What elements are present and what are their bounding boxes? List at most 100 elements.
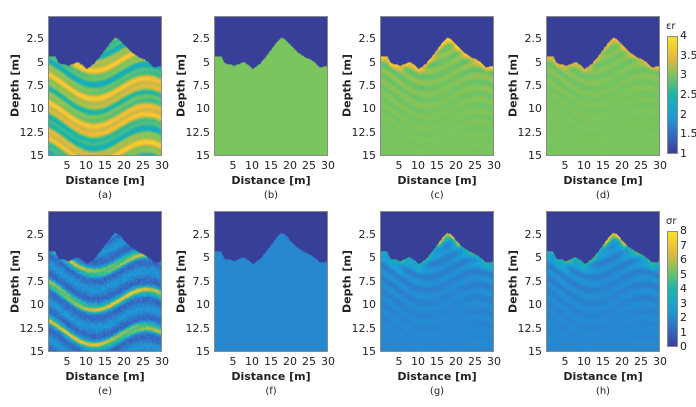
panel-d: 2.5 5 7.5 10 12.5 15 5 10 15 20 25 30 Depth [m] Dista… <box>507 16 667 201</box>
y-tick-label: 5 <box>369 55 376 69</box>
y-axis-label: Depth [m] <box>8 54 22 117</box>
heatmap-image <box>49 212 161 351</box>
panel-a: 2.5 5 7.5 10 12.5 15 5 10 15 20 25 30 Depth [m] Dista… <box>9 16 169 201</box>
y-axis-label: Depth [m] <box>174 54 188 117</box>
x-tick-label: 25 <box>136 159 150 172</box>
colorbar-tick-label: 2.5 <box>680 88 696 101</box>
colorbar-tick-label: 1.5 <box>680 127 696 141</box>
x-tick-label: 5 <box>63 159 71 172</box>
y-tick-label: 10 <box>362 102 376 116</box>
x-axis-label: Distance [m] <box>65 174 145 187</box>
colorbar-tick-label: 3 <box>680 68 687 82</box>
y-tick-label: 15 <box>196 345 210 358</box>
x-tick-label: 10 <box>577 159 591 172</box>
heatmap-plot <box>546 16 660 156</box>
x-axis-label: Distance [m] <box>231 370 311 383</box>
colorbar-tick-label: 0 <box>680 340 687 353</box>
colorbar <box>667 231 678 347</box>
x-tick-label: 15 <box>264 355 278 368</box>
x-tick-label: 10 <box>411 159 425 172</box>
y-tick-label: 5 <box>535 251 542 264</box>
y-tick-label: 15 <box>196 149 210 162</box>
x-tick-label: 30 <box>653 355 667 368</box>
y-tick-label: 5 <box>369 251 376 264</box>
y-tick-label: 7.5 <box>524 79 543 92</box>
colorbar-tick-label: 2 <box>680 107 687 121</box>
y-tick-label: 2.5 <box>524 32 543 46</box>
heatmap-plot <box>546 211 660 352</box>
y-axis-label: Depth [m] <box>506 249 520 313</box>
x-tick-label: 5 <box>63 355 71 368</box>
y-axis-label: Depth [m] <box>506 54 520 117</box>
heatmap-plot <box>380 16 494 156</box>
y-tick-label: 10 <box>196 298 210 311</box>
panel-label: (c) <box>430 190 444 201</box>
y-tick-label: 15 <box>362 149 376 162</box>
panel-label: (e) <box>98 386 112 397</box>
y-tick-label: 15 <box>528 149 542 162</box>
panel-e: 2.5 5 7.5 10 12.5 15 5 10 15 20 25 30 Depth [m] Dista… <box>9 211 169 397</box>
heatmap-image <box>49 17 161 155</box>
heatmap-image <box>381 212 493 351</box>
x-tick-label: 30 <box>155 159 169 172</box>
x-tick-label: 20 <box>449 355 463 368</box>
colorbar-tick-label: 8 <box>680 224 687 237</box>
y-tick-label: 10 <box>30 102 44 116</box>
colorbar-tick-label: 2 <box>680 311 687 324</box>
x-tick-label: 15 <box>98 355 112 368</box>
x-tick-label: 30 <box>653 159 667 172</box>
y-tick-label: 15 <box>362 345 376 358</box>
x-tick-label: 25 <box>468 355 482 368</box>
y-tick-label: 10 <box>30 298 44 311</box>
heatmap-image <box>547 212 659 351</box>
x-tick-label: 5 <box>229 355 237 368</box>
x-tick-label: 25 <box>634 355 648 368</box>
colorbar-tick-label: 7 <box>680 238 687 252</box>
heatmap-plot <box>214 16 328 156</box>
panel-label: (b) <box>263 190 279 201</box>
y-tick-label: 12.5 <box>19 321 45 335</box>
y-tick-label: 5 <box>37 251 44 264</box>
y-tick-label: 12.5 <box>185 321 211 335</box>
colorbar-tick-label: 1 <box>680 147 687 160</box>
y-tick-label: 15 <box>30 149 44 162</box>
colorbar-tick-label: 3 <box>680 296 687 310</box>
panel-label: (f) <box>265 386 277 397</box>
y-tick-label: 7.5 <box>524 274 543 288</box>
y-tick-label: 12.5 <box>19 125 45 139</box>
x-axis-label: Distance [m] <box>397 174 477 187</box>
panel-b: 2.5 5 7.5 10 12.5 15 5 10 15 20 25 30 Depth [m] Dista… <box>175 16 335 201</box>
colorbar-tick-label: 4 <box>680 282 687 295</box>
panel-label: (a) <box>98 190 112 201</box>
y-tick-label: 7.5 <box>192 274 211 288</box>
x-tick-label: 10 <box>245 355 259 368</box>
x-tick-label: 5 <box>395 355 403 368</box>
y-tick-label: 2.5 <box>26 32 45 46</box>
x-tick-label: 15 <box>264 159 278 172</box>
y-tick-label: 5 <box>203 55 210 69</box>
x-tick-label: 30 <box>321 159 335 172</box>
x-tick-label: 20 <box>117 159 131 172</box>
x-tick-label: 10 <box>245 159 259 172</box>
y-tick-label: 15 <box>30 345 44 358</box>
y-tick-label: 10 <box>362 298 376 311</box>
x-tick-label: 25 <box>468 159 482 172</box>
x-tick-label: 15 <box>98 159 112 172</box>
y-axis-label: Depth [m] <box>340 54 354 117</box>
x-tick-label: 10 <box>577 355 591 368</box>
panel-label: (g) <box>429 386 445 397</box>
x-tick-label: 30 <box>487 159 501 172</box>
x-tick-label: 20 <box>283 159 297 172</box>
y-tick-label: 12.5 <box>351 125 377 139</box>
y-tick-label: 7.5 <box>192 79 211 92</box>
heatmap-plot <box>380 211 494 352</box>
x-axis-label: Distance [m] <box>563 370 643 383</box>
x-tick-label: 20 <box>117 355 131 368</box>
colorbar-tick-label: 4 <box>680 29 687 42</box>
heatmap-image <box>215 17 327 155</box>
panel-c: 2.5 5 7.5 10 12.5 15 5 10 15 20 25 30 Depth [m] Dista… <box>341 16 501 201</box>
x-tick-label: 30 <box>321 355 335 368</box>
x-tick-label: 25 <box>634 159 648 172</box>
x-tick-label: 25 <box>302 355 316 368</box>
